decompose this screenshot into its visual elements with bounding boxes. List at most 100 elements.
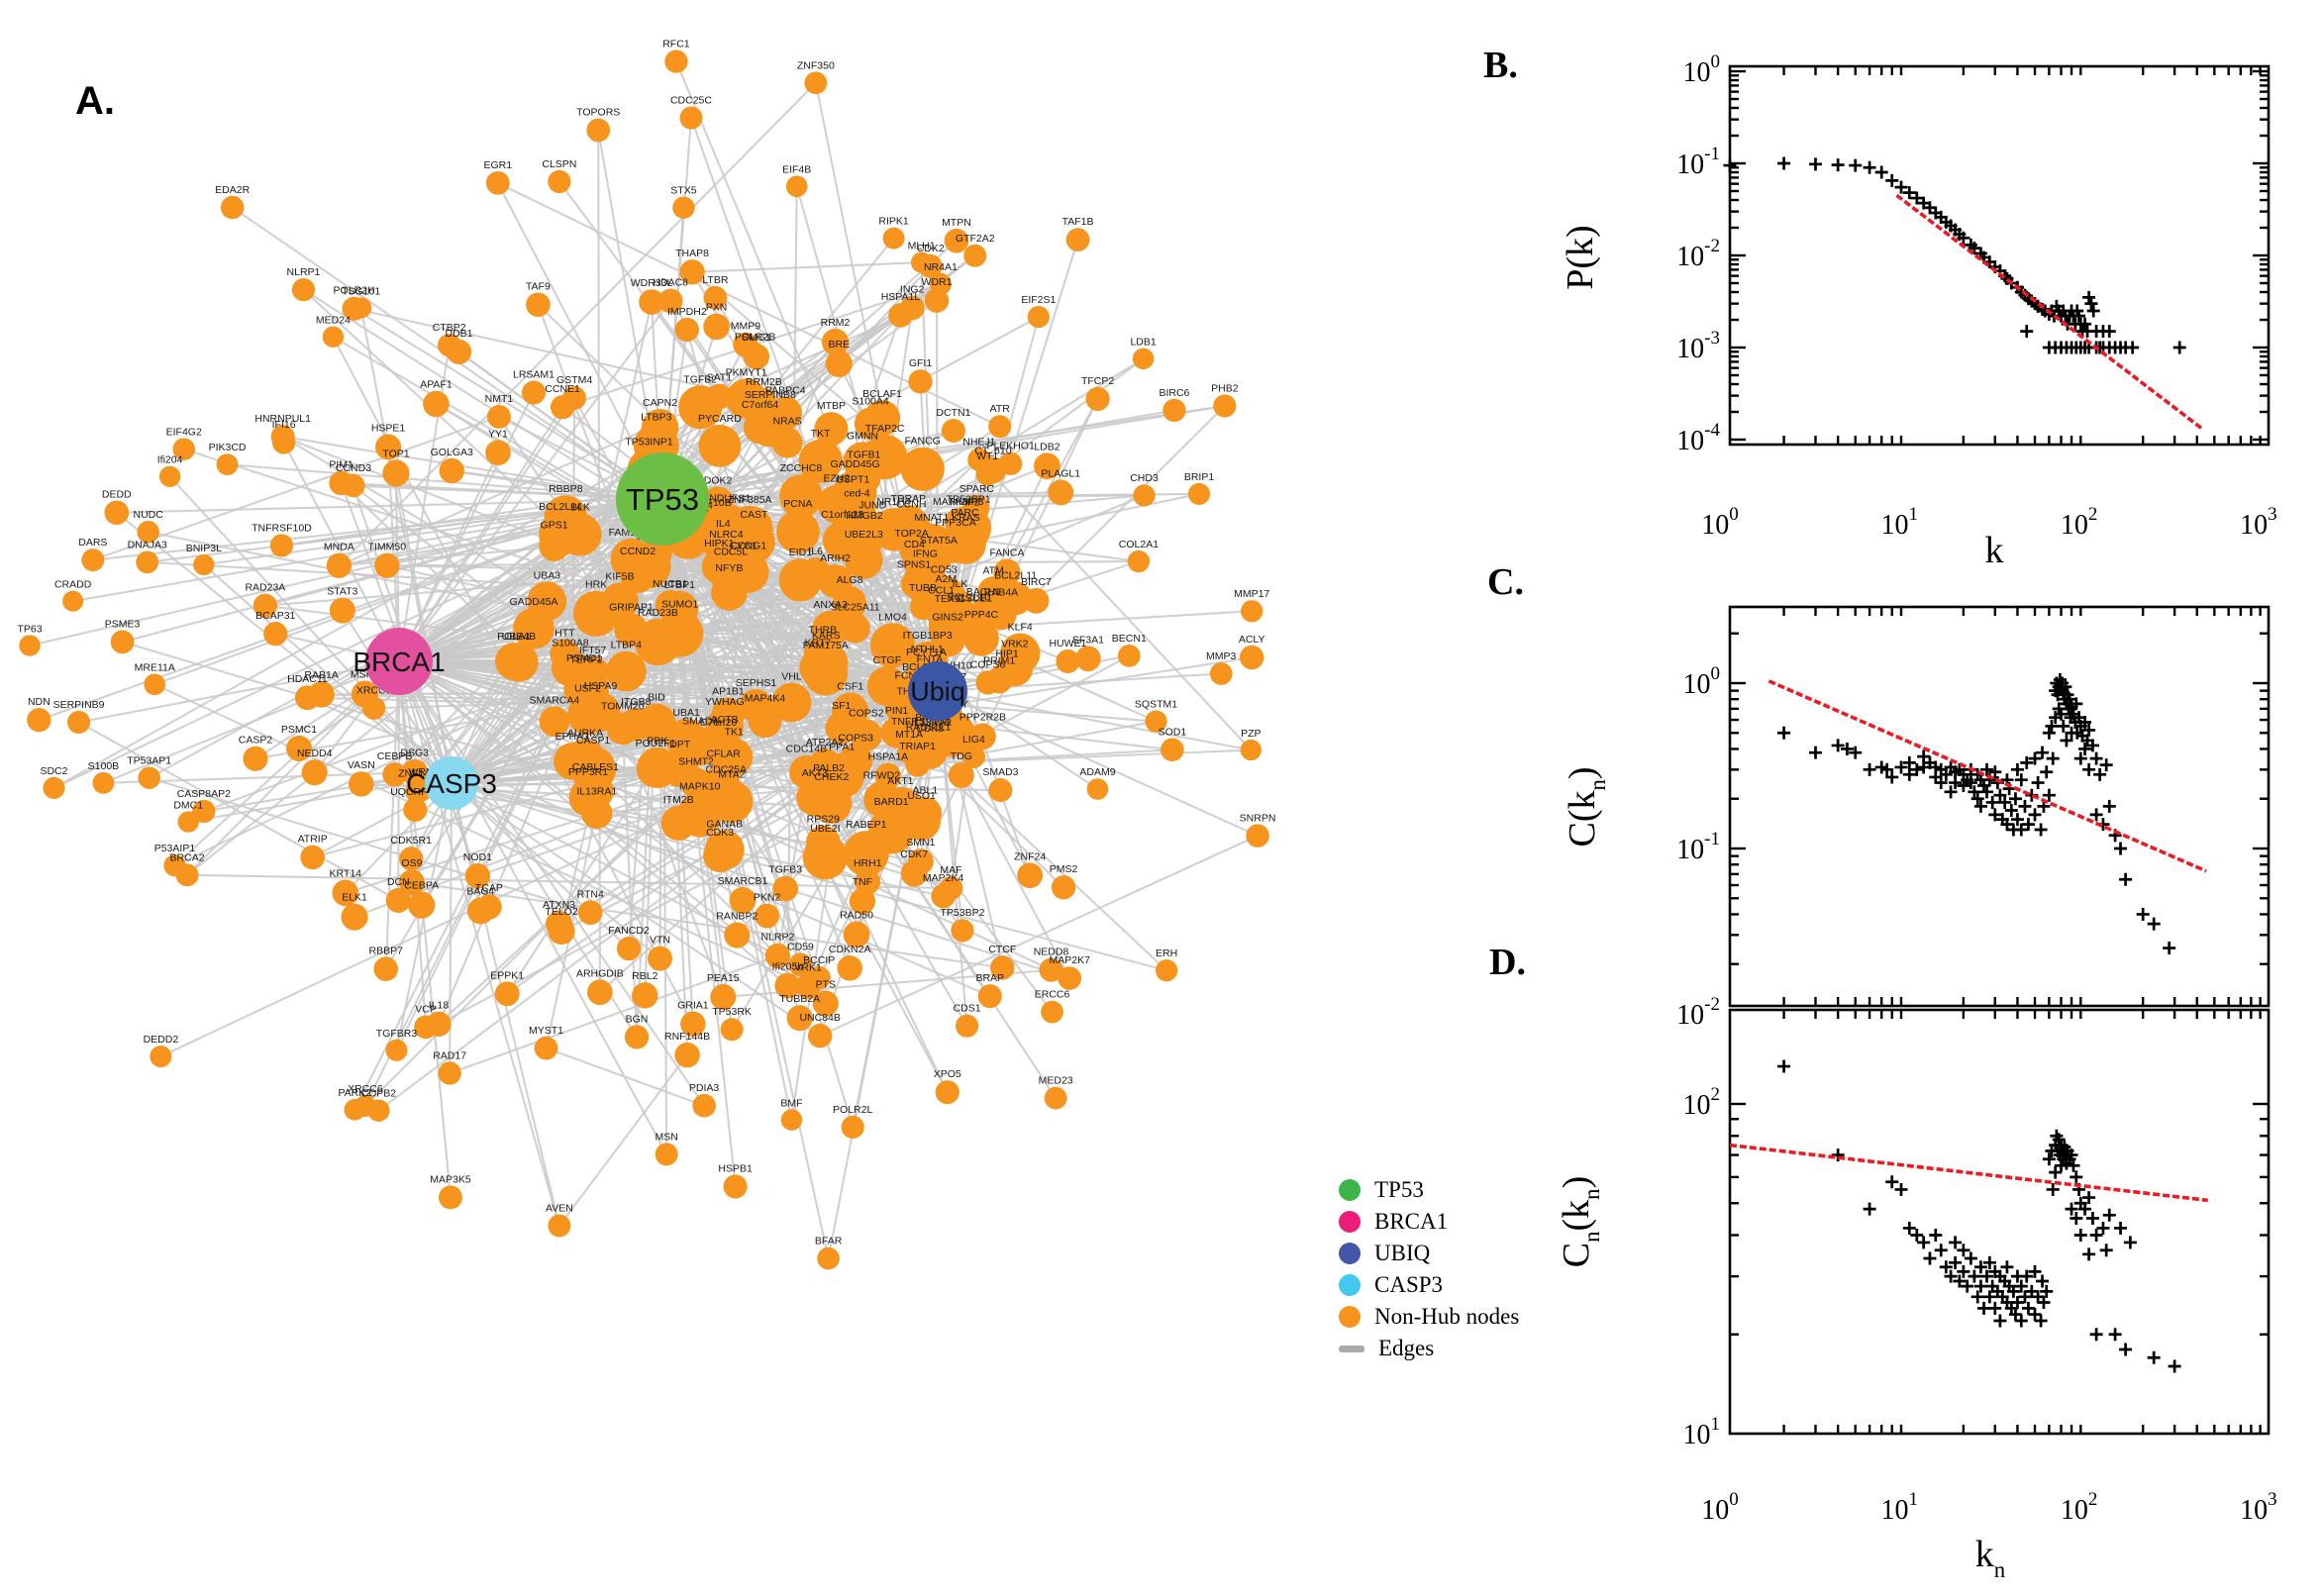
network-node-label: CCNH [896, 499, 926, 511]
network-node-label: TKT [811, 428, 831, 440]
network-node [172, 438, 195, 460]
network-node [92, 771, 115, 794]
network-node [755, 903, 780, 929]
scatter-points [1777, 672, 2176, 955]
scatter-point [2004, 804, 2018, 818]
network-node [805, 825, 841, 860]
network-node [144, 673, 166, 696]
network-node [1162, 398, 1186, 423]
scatter-point [2172, 341, 2186, 354]
network-node-label: DDB1 [445, 328, 472, 340]
network-node-label: BACH1 [966, 586, 1001, 598]
legend-item-label: Edges [1378, 1336, 1435, 1360]
network-node [193, 553, 215, 576]
network-node-label: XRCC6 [348, 1083, 383, 1095]
network-edge [227, 463, 663, 501]
network-node-label: VRK1 [794, 962, 822, 974]
scatter-point [1977, 1301, 1991, 1315]
network-node-label: TCAP [475, 882, 503, 894]
network-node [703, 285, 728, 310]
network-node-label: MNDA [324, 542, 354, 553]
network-edge [282, 435, 663, 501]
network-edge [451, 782, 821, 1038]
network-edge [438, 654, 1130, 1026]
network-edge [321, 693, 757, 708]
network-node [403, 797, 428, 823]
network-node [1023, 587, 1050, 614]
network-node [804, 71, 828, 95]
scatter-point [2070, 1170, 2083, 1184]
network-node-label: S100A4 [852, 396, 889, 408]
network-node-label: PARK2 [338, 1087, 371, 1099]
network-node [724, 922, 751, 948]
tick-label: 100 [1683, 51, 1721, 88]
network-edge [398, 392, 535, 662]
scatter-points [1777, 1059, 2181, 1373]
network-node-label: GTF2A2 [956, 233, 995, 245]
network-edge [52, 307, 913, 789]
network-node [961, 745, 985, 768]
network-node [382, 459, 410, 487]
legend-item-tp53: TP53 [1339, 1174, 1519, 1206]
network-node [548, 169, 571, 194]
network-node-label: XPO5 [934, 1068, 961, 1080]
network-node-label: CCND3 [336, 462, 371, 474]
network-node [43, 776, 65, 799]
network-node-label: CDK8 [916, 723, 944, 735]
network-node [438, 1185, 462, 1210]
network-node-label: RRM2B [746, 376, 782, 388]
scatter-point [2102, 325, 2116, 339]
network-node-label: MRE11A [135, 661, 175, 673]
network-node-label: ACLY [1239, 634, 1265, 646]
network-node [704, 830, 745, 870]
network-node [664, 50, 688, 73]
network-node [998, 581, 1033, 616]
network-node-label: PKMYT1 [726, 366, 767, 378]
network-node-label: LIG4 [962, 734, 985, 746]
network-node-label: CDC5L [714, 546, 749, 557]
network-node [944, 228, 969, 253]
network-node-label: UBA3 [534, 569, 561, 581]
network-node-label: HSPA9 [584, 680, 618, 692]
network-node [900, 859, 928, 887]
network-node-label: BRE [828, 339, 850, 350]
scatter-point [1777, 726, 1791, 740]
scatter-point [1993, 1314, 2007, 1328]
scatter-point [2036, 746, 2050, 759]
network-node-label: TP53BP1 [947, 494, 991, 506]
network-node [855, 868, 881, 895]
network-node-label: RBBP8 [549, 483, 583, 495]
network-node [605, 650, 647, 692]
network-node [329, 597, 355, 624]
network-node-label: STAT5A [920, 535, 958, 547]
scatter-point [2099, 758, 2113, 772]
network-node [405, 779, 429, 804]
network-node [993, 659, 1021, 687]
network-node [660, 805, 696, 842]
network-node-label: MNAT1 [914, 512, 949, 524]
network-node-label: SMN1 [906, 837, 935, 848]
scatter-point [2000, 1260, 2014, 1274]
network-node [150, 1046, 172, 1068]
network-node [844, 541, 883, 579]
network-node-label: RAD51L1 [906, 722, 952, 734]
network-node [948, 761, 974, 788]
scatter-points [1723, 156, 2186, 354]
scatter-point [2147, 917, 2161, 931]
network-node [110, 630, 135, 654]
network-node [1086, 778, 1109, 800]
network-node-label: EPPK1 [490, 969, 524, 981]
network-node [81, 549, 105, 572]
scatter-point [2136, 907, 2150, 921]
network-node-label: CHEK2 [814, 771, 849, 783]
network-node [1065, 228, 1090, 251]
legend-item-edges: Edges [1339, 1333, 1519, 1364]
network-node [968, 723, 996, 750]
network-node [291, 277, 316, 302]
x-axis-title: kn [1975, 1534, 2006, 1582]
fit-line [1768, 679, 2207, 873]
network-node-label: RANBP2 [716, 910, 758, 922]
network-panel: POLR2CMNDAIfi205bPOLR2BZNF24TK1TUBB2AC7o… [17, 38, 1275, 1270]
network-edge [103, 660, 400, 784]
network-node [104, 500, 130, 526]
